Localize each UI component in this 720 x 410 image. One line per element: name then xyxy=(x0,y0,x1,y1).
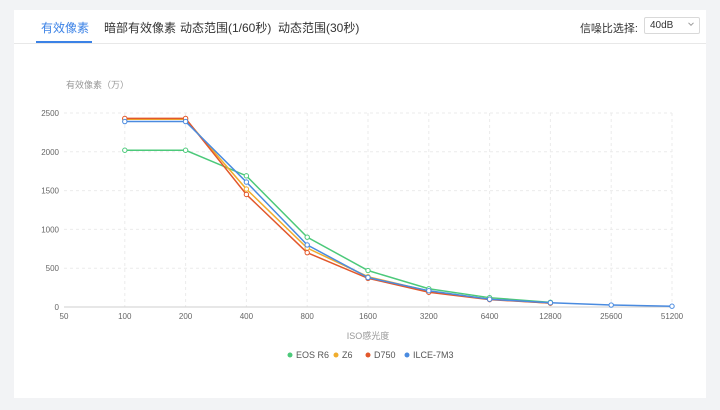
legend-item[interactable]: ILCE-7M3 xyxy=(404,350,454,360)
data-point xyxy=(304,249,310,256)
data-point xyxy=(486,296,493,302)
y-tick-label: 0 xyxy=(55,303,60,312)
legend-item[interactable]: D750 xyxy=(365,350,396,360)
series-line-z6 xyxy=(124,118,551,304)
x-tick-label: 3200 xyxy=(420,312,438,321)
x-tick-label: 400 xyxy=(240,312,254,321)
data-point xyxy=(243,173,250,179)
data-point xyxy=(547,300,554,306)
data-point xyxy=(182,147,189,153)
active-tab-indicator xyxy=(36,41,92,43)
legend-label: Z6 xyxy=(342,350,353,360)
x-tick-label: 25600 xyxy=(600,312,623,321)
legend-marker xyxy=(404,352,410,358)
data-point xyxy=(122,147,128,153)
legend-marker xyxy=(287,352,293,358)
data-point xyxy=(669,303,675,309)
tab-shadow-effective-pixels[interactable]: 暗部有效像素 xyxy=(104,21,177,35)
legend-label: D750 xyxy=(374,350,396,360)
x-tick-label: 12800 xyxy=(539,312,562,321)
x-tick-label: 6400 xyxy=(481,312,499,321)
x-tick-label: 200 xyxy=(179,312,193,321)
data-point xyxy=(304,242,310,248)
x-tick-label: 1600 xyxy=(359,312,377,321)
chart-card: 有效像素 暗部有效像素 动态范围(1/60秒) 动态范围(30秒) 信噪比选择:… xyxy=(14,10,706,398)
line-chart: 0 500 1000 1500 2000 2500 50 100 200 400 800 1600 32… xyxy=(41,79,683,360)
y-tick-label: 1500 xyxy=(41,187,59,196)
x-tick-label: 51200 xyxy=(661,312,684,321)
series-lines xyxy=(122,115,675,309)
tab-dynamic-range-1-60s[interactable]: 动态范围(1/60秒) xyxy=(180,21,272,35)
legend-marker xyxy=(333,352,339,358)
data-point xyxy=(365,274,371,281)
axes: 0 500 1000 1500 2000 2500 50 100 200 400 800 1600 32… xyxy=(41,109,683,321)
snr-select[interactable]: 40dB xyxy=(644,17,700,34)
data-point xyxy=(304,234,310,240)
legend-label: EOS R6 xyxy=(296,350,329,360)
y-axis-title: 有效像素（万） xyxy=(66,79,129,90)
legend[interactable]: EOS R6 Z6 D750 ILCE-7M3 xyxy=(287,350,454,360)
tab-dynamic-range-30s[interactable]: 动态范围(30秒) xyxy=(278,21,360,35)
data-point xyxy=(182,118,189,125)
y-tick-label: 2000 xyxy=(41,148,59,157)
legend-marker xyxy=(365,352,371,358)
x-axis-title: ISO感光度 xyxy=(347,330,390,341)
legend-label: ILCE-7M3 xyxy=(413,350,454,360)
y-tick-label: 1000 xyxy=(41,225,59,234)
y-tick-label: 500 xyxy=(46,264,60,273)
y-tick-label: 2500 xyxy=(41,109,59,118)
series-line-d750 xyxy=(124,117,551,304)
data-point xyxy=(243,179,250,185)
x-tick-label: 100 xyxy=(118,312,132,321)
data-point xyxy=(122,118,128,125)
snr-label: 信噪比选择: xyxy=(579,23,638,35)
data-point xyxy=(243,186,250,192)
x-tick-label: 800 xyxy=(301,312,315,321)
tab-bar: 有效像素 暗部有效像素 动态范围(1/60秒) 动态范围(30秒) 信噪比选择:… xyxy=(14,10,706,44)
data-point xyxy=(608,302,614,308)
series-line-ilce-7m3 xyxy=(124,120,673,307)
data-point xyxy=(365,267,371,274)
x-tick-label: 50 xyxy=(60,312,69,321)
legend-item[interactable]: Z6 xyxy=(333,350,353,360)
chevron-down-icon xyxy=(688,22,694,27)
series-line-eos-r6 xyxy=(124,149,551,304)
snr-select-value: 40dB xyxy=(650,20,674,31)
tab-effective-pixels[interactable]: 有效像素 xyxy=(41,21,90,35)
data-point xyxy=(426,288,432,294)
data-point xyxy=(243,191,250,198)
grid-lines xyxy=(64,112,673,307)
legend-item[interactable]: EOS R6 xyxy=(287,350,330,360)
